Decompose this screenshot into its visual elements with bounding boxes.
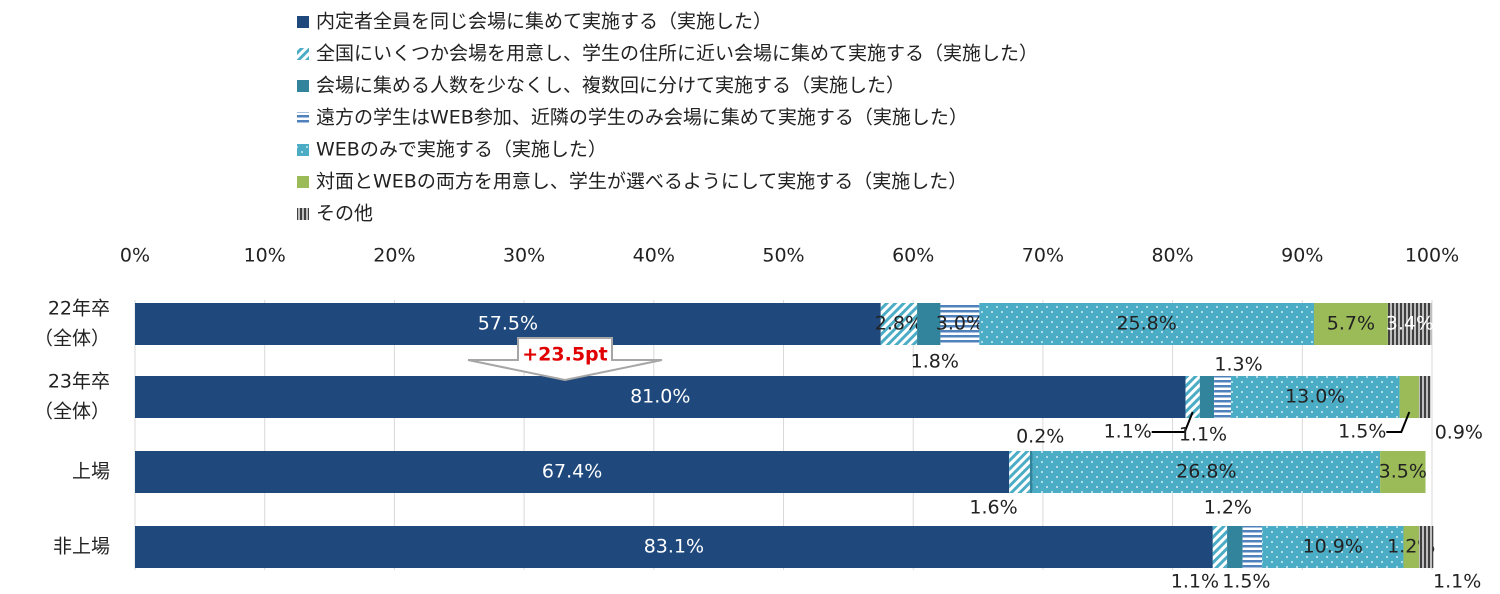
bar-segment [1419,526,1434,568]
legend-label: 内定者全員を同じ会場に集めて実施する（実施した） [316,11,772,33]
data-label: 1.1% [1104,421,1152,443]
data-label: 5.7% [1327,313,1375,335]
x-tick-label: 20% [373,245,415,267]
legend-label: 遠方の学生はWEB参加、近隣の学生のみ会場に集めて実施する（実施した） [316,107,968,129]
x-tick-label: 90% [1281,245,1323,267]
x-tick-label: 70% [1022,245,1064,267]
annotation: +23.5pt [522,344,607,366]
data-label: 81.0% [630,386,690,408]
y-tick-label: 上場 [72,461,110,483]
bar-segment [135,451,1010,493]
bar-segment [1403,526,1420,568]
legend-label: 会場に集める人数を少なくし、複数回に分けて実施する（実施した） [316,75,905,97]
bar-segment [1212,526,1228,568]
y-tick-label: 23年卒 [48,371,110,393]
bar-segment [1399,376,1420,418]
bar-segment [1380,451,1426,493]
x-tick-label: 100% [1405,245,1459,267]
legend-swatch [297,112,309,124]
bar-segment [1227,526,1243,568]
x-tick-label: 80% [1151,245,1193,267]
data-label: 1.1% [1171,571,1219,593]
x-tick-label: 50% [762,245,804,267]
data-label: 1.1% [1433,571,1481,593]
legend-label: その他 [316,203,373,225]
legend-label: 対面とWEBの両方を用意し、学生が選べるようにして実施する（実施した） [316,171,967,193]
data-label: 57.5% [478,313,538,335]
bar-segment [1009,451,1030,493]
bar-segment [1029,451,1033,493]
legend-swatch [297,16,309,28]
data-label: 67.4% [542,461,602,483]
bar-segment [1387,303,1432,345]
y-tick-label: 22年卒 [48,298,110,320]
legend-swatch [297,208,309,220]
data-label: 1.5% [1338,421,1386,443]
x-tick-label: 0% [120,245,150,267]
bar-segment [880,303,918,345]
x-tick-label: 10% [244,245,286,267]
legend-swatch [297,144,309,156]
bar-segment [135,526,1213,568]
legend-label: WEBのみで実施する（実施した） [316,139,607,161]
bar-segment [1419,376,1431,418]
legend-label: 全国にいくつか会場を用意し、学生の住所に近い会場に集めて実施する（実施した） [316,43,1038,65]
bar-segment [1262,526,1404,568]
leader-line [1386,411,1411,433]
leader-line [1151,411,1194,433]
legend-swatch [297,80,309,92]
bar-segment [1032,451,1381,493]
data-label: 1.1% [1179,424,1227,446]
data-label: 2.8% [875,313,923,335]
data-label: 1.6% [969,497,1017,519]
data-label: 26.8% [1176,461,1236,483]
data-label: 25.8% [1116,313,1176,335]
y-tick-label: （全体） [34,401,110,423]
bar-segment [135,376,1186,418]
data-label: 1.3% [1214,354,1262,376]
bar-segment [135,303,881,345]
bar-segment [1185,376,1200,418]
bar-segment [1242,526,1263,568]
data-label: 1.8% [911,351,959,373]
y-tick-label: 非上場 [53,536,110,558]
x-tick-label: 60% [892,245,934,267]
x-tick-label: 40% [633,245,675,267]
data-label: 0.9% [1435,422,1483,444]
bar-segment [940,303,980,345]
bar-segment [1214,376,1231,418]
data-label: 0.2% [1016,426,1064,448]
data-label: 10.9% [1303,536,1363,558]
bar-segment [917,303,941,345]
data-label: 1.2% [1204,497,1252,519]
data-label: 3.5% [1379,461,1427,483]
x-tick-label: 30% [503,245,545,267]
data-label: 3.0% [936,313,984,335]
bar-segment [1313,303,1388,345]
bar-segment [1230,376,1400,418]
y-tick-label: （全体） [34,328,110,350]
data-label: 13.0% [1285,386,1345,408]
bar-segment [979,303,1314,345]
data-label: 3.4% [1386,313,1434,335]
legend-swatch [297,48,309,60]
annotation-arrow [467,337,663,382]
data-label: 83.1% [644,536,704,558]
data-label: 1.5% [1222,571,1270,593]
bar-segment [1199,376,1215,418]
legend-swatch [297,176,309,188]
